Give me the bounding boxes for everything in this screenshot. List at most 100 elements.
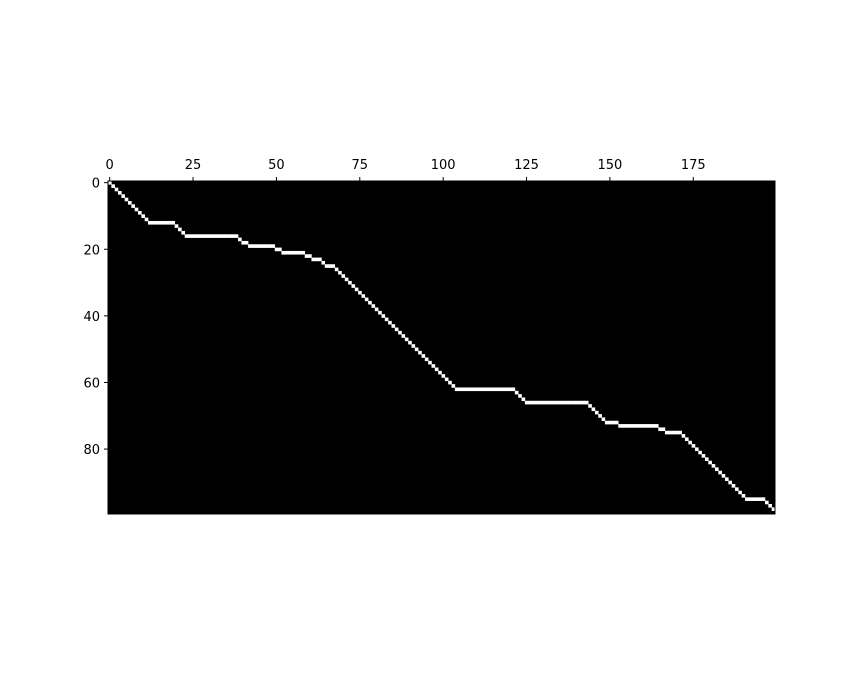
y-tick-label: 40 bbox=[83, 310, 100, 325]
path-cell bbox=[604, 420, 609, 425]
path-cell bbox=[211, 234, 216, 238]
path-cell bbox=[621, 424, 626, 428]
path-cell bbox=[364, 297, 369, 302]
path-cell bbox=[448, 380, 452, 385]
path-cell bbox=[354, 287, 359, 292]
path-cell bbox=[618, 424, 622, 428]
path-cell bbox=[541, 400, 546, 405]
path-cell bbox=[608, 420, 612, 425]
x-tick-label: 0 bbox=[106, 158, 114, 173]
path-cell bbox=[444, 377, 449, 382]
path-cell bbox=[331, 264, 336, 268]
path-cell bbox=[551, 400, 556, 405]
path-cell bbox=[694, 447, 699, 452]
path-cell bbox=[701, 454, 706, 458]
path-cell bbox=[138, 210, 142, 215]
path-cell bbox=[434, 367, 439, 372]
path-cell bbox=[498, 387, 502, 392]
path-cell bbox=[411, 344, 416, 348]
path-cell bbox=[441, 374, 446, 378]
path-cell bbox=[274, 247, 279, 252]
path-cell bbox=[578, 400, 582, 405]
path-cell bbox=[311, 257, 316, 262]
path-cell bbox=[324, 264, 329, 268]
path-cell bbox=[611, 420, 616, 425]
path-cell bbox=[648, 424, 652, 428]
path-cell bbox=[574, 400, 579, 405]
path-cell bbox=[534, 400, 539, 405]
path-cell bbox=[571, 400, 576, 405]
path-cell bbox=[344, 277, 349, 282]
path-cell bbox=[598, 414, 602, 418]
path-cell bbox=[484, 387, 489, 392]
path-cell bbox=[201, 234, 206, 238]
path-cell bbox=[254, 244, 259, 248]
path-cell bbox=[168, 220, 172, 225]
path-cell bbox=[374, 307, 379, 312]
path-cell bbox=[148, 220, 152, 225]
x-tick-label: 150 bbox=[598, 158, 623, 173]
path-cell bbox=[414, 347, 419, 352]
path-cell bbox=[754, 497, 759, 501]
path-cell bbox=[714, 467, 719, 472]
path-cell bbox=[658, 427, 662, 432]
path-cell bbox=[194, 234, 199, 238]
path-cell bbox=[758, 497, 762, 501]
path-cell bbox=[674, 430, 679, 435]
x-tick-label: 175 bbox=[681, 158, 706, 173]
path-cell bbox=[764, 500, 769, 505]
path-cell bbox=[181, 230, 186, 235]
path-cell bbox=[388, 320, 392, 325]
path-cell bbox=[644, 424, 649, 428]
path-cell bbox=[328, 264, 332, 268]
path-cell bbox=[654, 424, 659, 428]
path-cell bbox=[338, 270, 342, 275]
path-cell bbox=[238, 237, 242, 242]
path-cell bbox=[178, 227, 182, 232]
path-cell bbox=[318, 257, 322, 262]
path-cell bbox=[681, 434, 686, 438]
path-cell bbox=[438, 370, 442, 375]
path-cell bbox=[304, 254, 309, 258]
path-cell bbox=[481, 387, 486, 392]
path-cell bbox=[164, 220, 169, 225]
path-cell bbox=[474, 387, 479, 392]
path-cell bbox=[368, 300, 372, 305]
path-cell bbox=[454, 387, 459, 392]
path-cell bbox=[408, 340, 412, 345]
path-cell bbox=[748, 497, 752, 501]
path-cell bbox=[141, 214, 145, 218]
path-cell bbox=[381, 314, 386, 318]
path-cell bbox=[288, 250, 292, 255]
path-cell bbox=[258, 244, 262, 248]
path-cell bbox=[724, 477, 729, 481]
path-cell bbox=[511, 387, 516, 392]
path-cell bbox=[488, 387, 492, 392]
path-cell bbox=[504, 387, 509, 392]
path-cell bbox=[528, 400, 532, 405]
path-cell bbox=[641, 424, 646, 428]
path-cell bbox=[544, 400, 549, 405]
path-cell bbox=[378, 310, 382, 315]
path-cell bbox=[118, 190, 122, 195]
path-cell bbox=[124, 197, 129, 202]
path-cell bbox=[561, 400, 566, 405]
path-cell bbox=[341, 274, 346, 278]
path-cell bbox=[291, 250, 296, 255]
y-tick-label: 0 bbox=[92, 177, 100, 192]
path-cell bbox=[614, 420, 619, 425]
path-cell bbox=[401, 334, 406, 338]
path-cell bbox=[271, 244, 276, 248]
path-cell bbox=[144, 217, 149, 222]
path-cell bbox=[221, 234, 226, 238]
path-cell bbox=[458, 387, 462, 392]
path-cell bbox=[558, 400, 562, 405]
path-cell bbox=[594, 410, 599, 415]
plot-area bbox=[107, 180, 776, 515]
path-cell bbox=[708, 460, 712, 465]
path-cell bbox=[688, 440, 692, 445]
path-cell bbox=[204, 234, 209, 238]
path-cell bbox=[538, 400, 542, 405]
path-cell bbox=[734, 487, 739, 491]
path-cell bbox=[588, 404, 592, 408]
